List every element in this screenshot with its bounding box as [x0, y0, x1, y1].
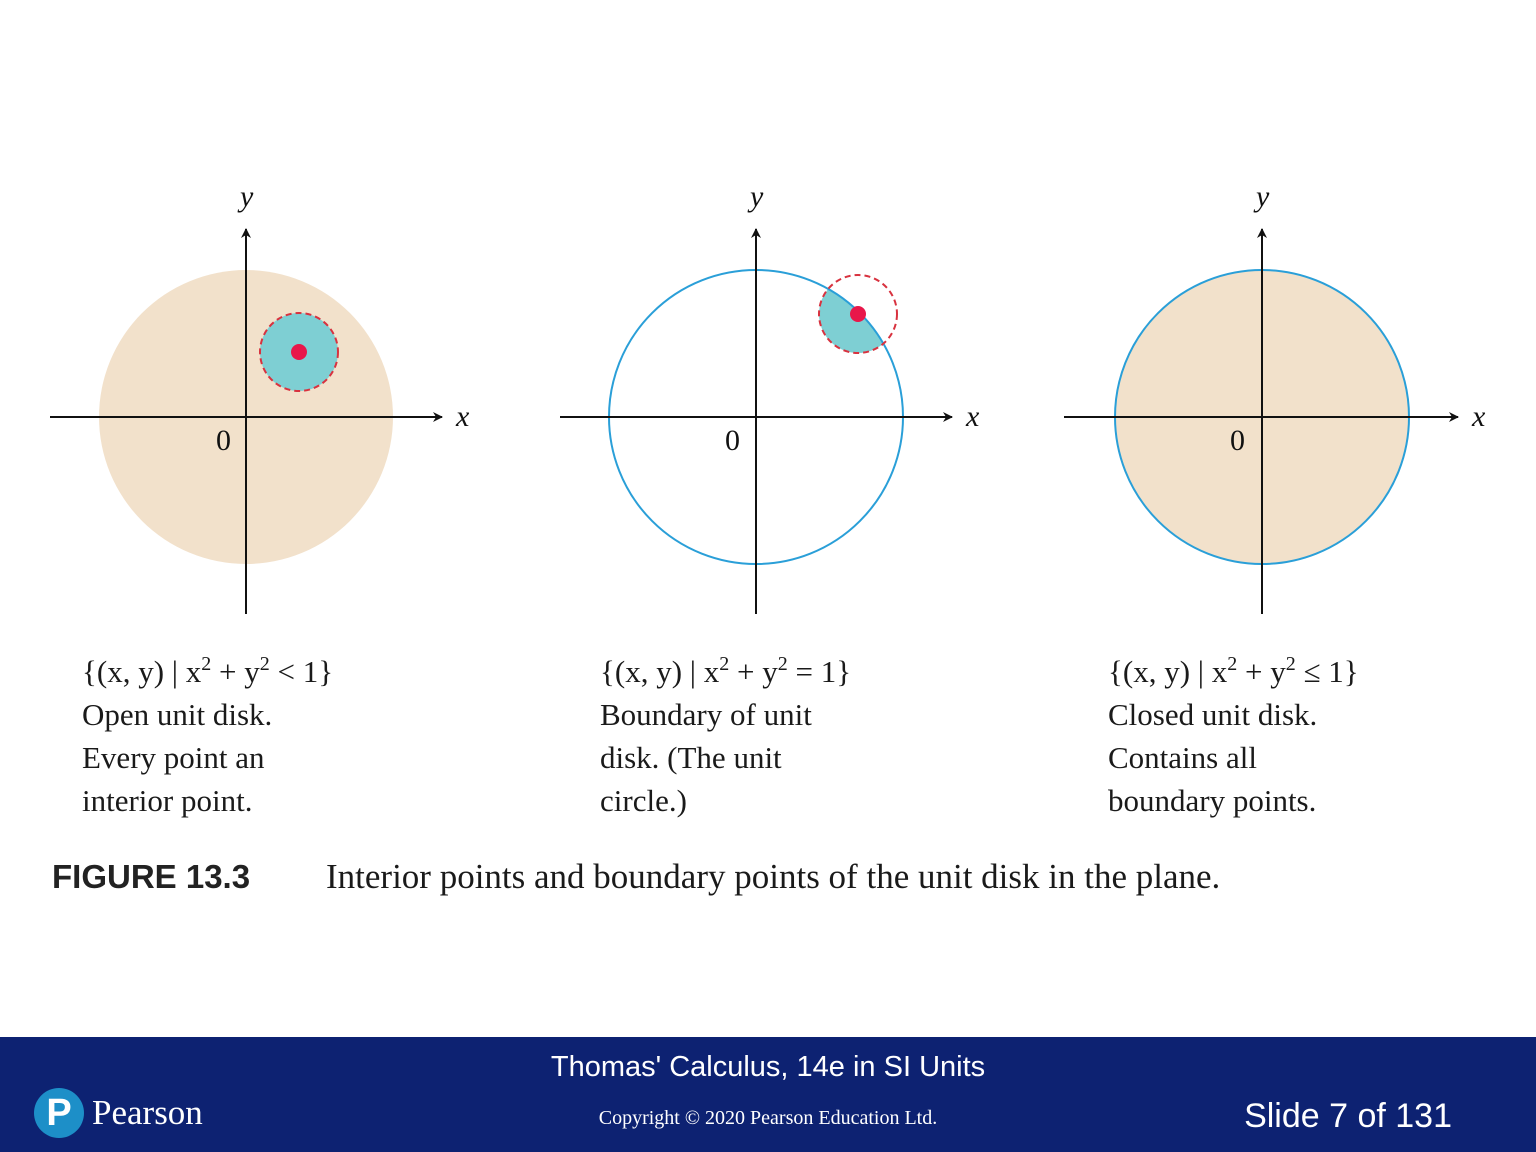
origin-label: 0 [216, 424, 231, 457]
boundary-panel: x y 0 [560, 180, 980, 614]
boundary-description: Boundary of unit disk. (The unit circle.… [600, 697, 812, 818]
unit-disk-figure: x y 0 x y 0 x y 0 [50, 180, 1486, 614]
figure-title: Interior points and boundary points of t… [326, 857, 1221, 896]
closed-disk-description: Closed unit disk. Contains all boundary … [1108, 697, 1318, 818]
origin-label: 0 [1230, 424, 1245, 457]
open-disk-formula: {(x, y) | x2 + y2 < 1} [82, 653, 334, 689]
slide-footer: P Pearson Thomas' Calculus, 14e in SI Un… [0, 1037, 1536, 1152]
y-axis-label: y [747, 180, 764, 213]
x-axis-label: x [965, 400, 980, 433]
y-axis-label: y [237, 180, 254, 213]
book-title: Thomas' Calculus, 14e in SI Units [550, 1051, 986, 1083]
interior-point [291, 344, 307, 360]
pearson-logo-icon: P [34, 1088, 84, 1138]
x-axis-label: x [1471, 400, 1486, 433]
origin-label: 0 [725, 424, 740, 457]
boundary-neighborhood [818, 274, 898, 354]
open-disk-panel: x y 0 [50, 180, 470, 614]
brand-name: Pearson [92, 1093, 203, 1132]
copyright-notice: Copyright © 2020 Pearson Education Ltd. [598, 1107, 938, 1129]
slide-counter: Slide 7 of 131 [1244, 1097, 1452, 1135]
open-disk-caption: {(x, y) | x2 + y2 < 1} Open unit disk. E… [82, 650, 442, 822]
logo-letter: P [46, 1092, 72, 1134]
boundary-formula: {(x, y) | x2 + y2 = 1} [600, 653, 852, 689]
y-axis-label: y [1253, 180, 1270, 213]
boundary-point [850, 306, 866, 322]
closed-disk-caption: {(x, y) | x2 + y2 ≤ 1} Closed unit disk.… [1108, 650, 1468, 822]
closed-disk-panel: x y 0 [1064, 180, 1486, 614]
open-disk-description: Open unit disk. Every point an interior … [82, 697, 273, 818]
figure-label: FIGURE 13.3 [52, 858, 251, 895]
x-axis-label: x [455, 400, 470, 433]
closed-disk-formula: {(x, y) | x2 + y2 ≤ 1} [1108, 653, 1359, 689]
boundary-caption: {(x, y) | x2 + y2 = 1} Boundary of unit … [600, 650, 960, 822]
